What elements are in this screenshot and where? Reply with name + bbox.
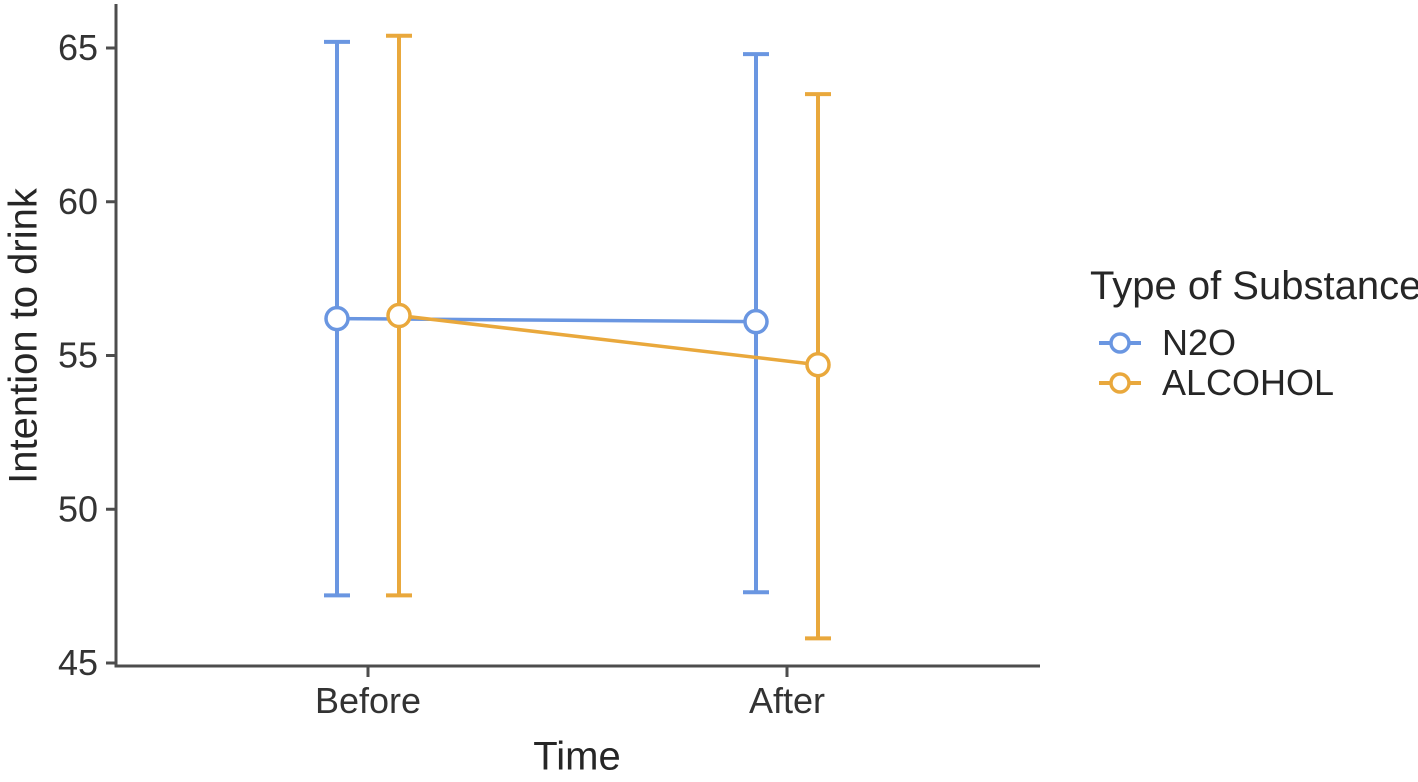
data-point-marker bbox=[805, 351, 831, 378]
y-tick-label: 60 bbox=[58, 181, 98, 222]
y-tick-label: 55 bbox=[58, 335, 98, 376]
legend-item-label: ALCOHOL bbox=[1162, 362, 1335, 403]
y-tick-label: 45 bbox=[58, 642, 98, 683]
legend-title: Type of Substance bbox=[1090, 264, 1418, 308]
legend-item: N2O bbox=[1098, 322, 1418, 363]
x-tick-label: After bbox=[749, 680, 825, 721]
legend-item: ALCOHOL bbox=[1098, 362, 1418, 403]
y-tick-label: 65 bbox=[58, 27, 98, 68]
legend-item-label: N2O bbox=[1162, 322, 1237, 363]
data-point-marker bbox=[324, 305, 350, 332]
data-point-marker bbox=[743, 308, 769, 335]
series-line bbox=[398, 313, 819, 367]
legend: Type of Substance N2O ALCOHOL bbox=[1090, 264, 1418, 403]
y-tick-label: 50 bbox=[58, 488, 98, 529]
legend-items: N2O ALCOHOL bbox=[1098, 322, 1418, 403]
legend-key-icon bbox=[1099, 332, 1141, 354]
x-axis-title: Time bbox=[533, 734, 621, 779]
y-axis-title: Intention to drink bbox=[1, 188, 46, 484]
x-tick-label: Before bbox=[315, 680, 421, 721]
data-point-marker bbox=[386, 302, 412, 329]
legend-key-icon bbox=[1099, 372, 1141, 394]
